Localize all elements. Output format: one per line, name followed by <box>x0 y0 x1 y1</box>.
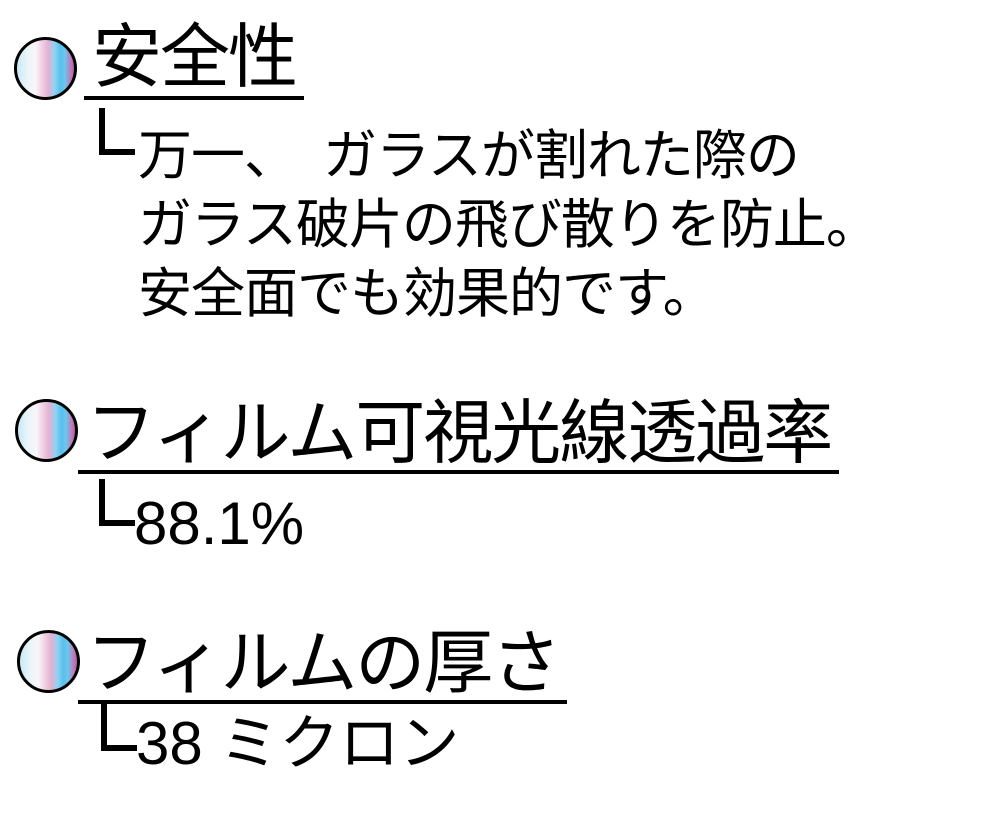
safety-description: 万一、 ガラスが割れた際の ガラス破片の飛び散りを防止。 安全面でも効果的です。 <box>138 122 880 329</box>
section-heading-transmittance: フィルム可視光線透過率 <box>78 398 840 474</box>
corner-branch-icon <box>99 108 135 155</box>
gradient-orb-bullet-icon <box>17 630 80 693</box>
safety-description-line: ガラス破片の飛び散りを防止。 <box>138 195 880 255</box>
gradient-orb-bullet-icon <box>14 37 77 100</box>
safety-description-line: 万一、 ガラスが割れた際の <box>138 126 800 186</box>
transmittance-value: 88.1% <box>134 490 305 557</box>
thickness-value: 38 ミクロン <box>136 710 460 777</box>
corner-branch-icon <box>101 704 137 751</box>
section-heading-thickness: フィルムの厚さ <box>78 628 568 704</box>
corner-branch-icon <box>99 479 135 526</box>
safety-description-line: 安全面でも効果的です。 <box>138 264 717 324</box>
section-heading-safety: 安全性 <box>84 22 304 100</box>
gradient-orb-bullet-icon <box>15 399 78 462</box>
